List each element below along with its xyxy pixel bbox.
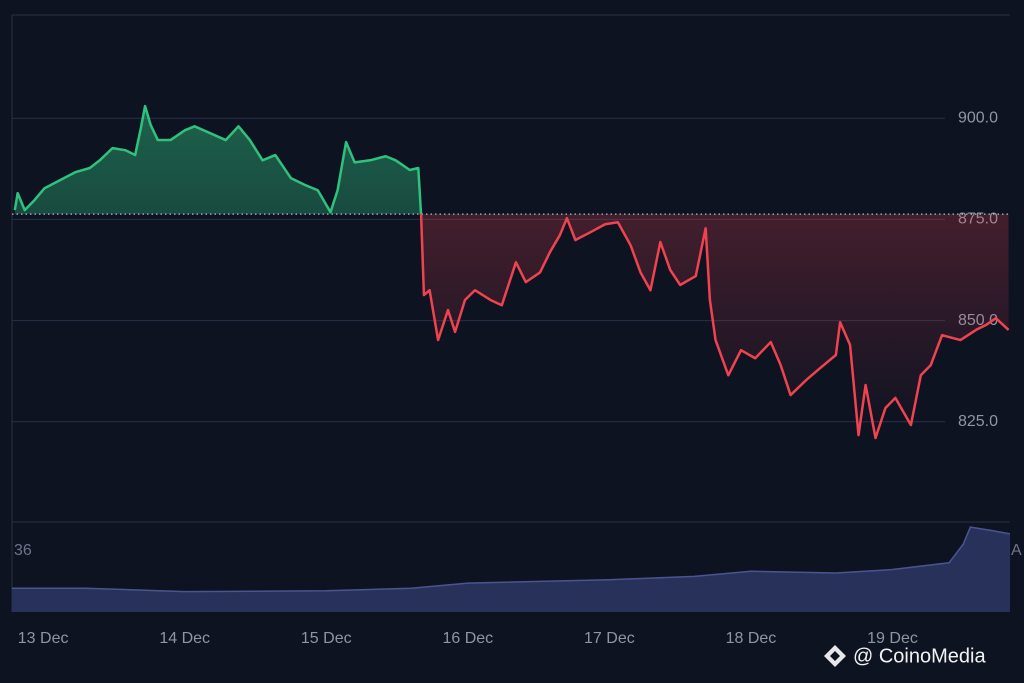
x-tick-label: 19 Dec <box>867 630 918 647</box>
volume-right-label: A <box>1011 542 1022 559</box>
x-tick-label: 16 Dec <box>442 630 493 647</box>
x-tick-label: 13 Dec <box>18 630 69 647</box>
x-tick-label: 15 Dec <box>301 630 352 647</box>
watermark-icon <box>824 645 846 667</box>
watermark: @ CoinoMedia <box>853 645 986 667</box>
volume-tick-label: 36 <box>14 542 32 559</box>
price-line-down <box>419 214 1010 440</box>
area-up <box>14 106 422 215</box>
y-tick-label: 825.0 <box>958 413 998 430</box>
x-tick-label: 18 Dec <box>726 630 777 647</box>
x-tick-label: 14 Dec <box>159 630 210 647</box>
x-tick-label: 17 Dec <box>584 630 635 647</box>
volume-line <box>12 526 1011 593</box>
volume-area <box>12 527 1010 612</box>
area-down <box>14 214 1009 438</box>
price-line-up <box>13 104 423 215</box>
y-tick-label: 900.0 <box>958 109 998 126</box>
